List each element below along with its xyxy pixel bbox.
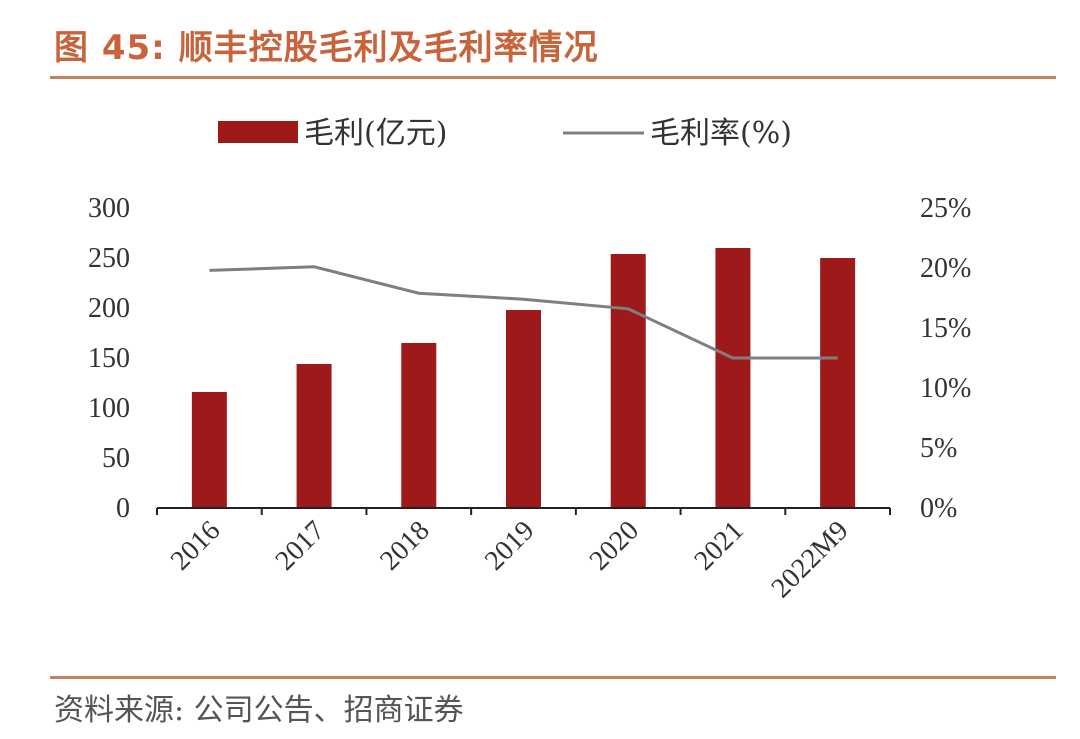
- bar-series: [191, 248, 856, 508]
- x-tick-label: 2019: [479, 515, 541, 577]
- y-right-tick-label: 25%: [920, 193, 971, 224]
- x-tick-label: 2020: [584, 515, 646, 577]
- bar: [715, 248, 751, 508]
- y-left-tick-label: 200: [88, 293, 130, 324]
- x-tick-label: 2022M9: [766, 515, 855, 604]
- y-right-tick-label: 20%: [920, 253, 971, 284]
- legend-line-label: 毛利率(%): [650, 116, 792, 151]
- x-axis-labels: 2016 2017 2018 2019 2020 2021 2022M9: [165, 515, 855, 604]
- x-tick-label: 2017: [270, 515, 332, 577]
- legend-bar-swatch: [218, 121, 298, 143]
- x-tick-label: 2021: [688, 515, 750, 577]
- x-tick-label: 2016: [165, 515, 227, 577]
- legend-bar-label: 毛利(亿元): [304, 116, 447, 151]
- rate-line: [209, 265, 838, 360]
- x-tick-label: 2018: [374, 515, 436, 577]
- bar: [401, 343, 437, 508]
- y-left-tick-label: 0: [116, 493, 130, 524]
- bar: [191, 392, 227, 508]
- legend: 毛利(亿元) 毛利率(%): [218, 116, 792, 151]
- y-left-tick-label: 300: [88, 193, 130, 224]
- bar: [296, 364, 332, 508]
- source-note: 资料来源: 公司公告、招商证券: [54, 693, 464, 728]
- y-axis-left: 0 50 100 150 200 250 300: [88, 193, 130, 524]
- y-axis-right: 0% 5% 10% 15% 20% 25%: [920, 193, 971, 524]
- x-axis-ticks: [156, 508, 891, 515]
- y-right-tick-label: 15%: [920, 313, 971, 344]
- y-right-tick-label: 0%: [920, 493, 957, 524]
- y-right-tick-label: 5%: [920, 433, 957, 464]
- bar: [506, 310, 541, 508]
- bar: [820, 258, 856, 508]
- chart-title: 图 45: 顺丰控股毛利及毛利率情况: [54, 28, 599, 68]
- y-left-tick-label: 150: [88, 343, 130, 374]
- y-right-tick-label: 10%: [920, 373, 971, 404]
- y-left-tick-label: 100: [88, 393, 130, 424]
- y-left-tick-label: 50: [102, 443, 130, 474]
- bar: [610, 254, 646, 508]
- y-left-tick-label: 250: [88, 243, 130, 274]
- source-divider: [50, 676, 1056, 679]
- title-divider: [50, 76, 1056, 79]
